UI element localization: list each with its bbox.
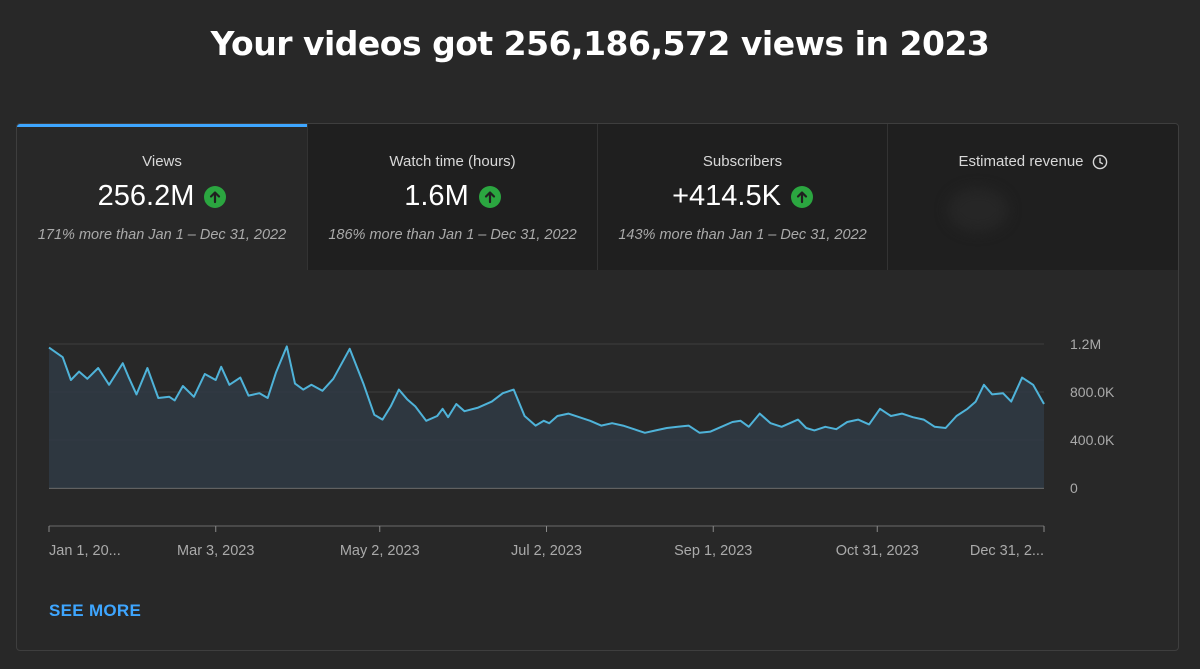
series-line: [48, 345, 1045, 434]
see-more-link[interactable]: SEE MORE: [49, 601, 142, 620]
metric-tabs: Views 256.2M 171% more than Jan 1 – Dec …: [17, 124, 1178, 270]
x-tick-label: Oct 31, 2023: [836, 543, 919, 559]
series-area: [49, 346, 1044, 488]
y-tick-label: 800.0K: [1070, 384, 1115, 400]
tab-value-row: 256.2M: [17, 180, 307, 213]
views-chart: 0 400.0K 800.0K 1.2M Jan 1, 20... Mar 3, 2023…: [48, 336, 1115, 559]
tab-value-row: 1.6M: [308, 180, 597, 213]
tab-label-row: Estimated revenue: [888, 153, 1178, 170]
loading-placeholder: [948, 188, 1008, 232]
x-tick-label: May 2, 2023: [340, 543, 420, 559]
arrow-up-icon: [790, 185, 813, 208]
tab-value-row: +414.5K: [598, 180, 887, 213]
tab-value: +414.5K: [672, 180, 781, 212]
page-headline: Your videos got 256,186,572 views in 202…: [210, 24, 990, 63]
tab-label: Estimated revenue: [958, 153, 1084, 170]
x-tick-label: Mar 3, 2023: [177, 543, 254, 559]
tab-value: 256.2M: [97, 180, 195, 212]
y-tick-label: 0: [1070, 480, 1078, 496]
tab-subscribers[interactable]: Subscribers +414.5K 143% more than Jan 1…: [597, 124, 887, 270]
tab-comparison: 186% more than Jan 1 – Dec 31, 2022: [328, 227, 577, 243]
tab-comparison: 171% more than Jan 1 – Dec 31, 2022: [37, 227, 287, 243]
x-tick-label: Jan 1, 20...: [49, 543, 121, 559]
arrow-up-icon: [478, 185, 501, 208]
tab-label: Subscribers: [702, 153, 783, 170]
tab-label: Views: [142, 153, 182, 170]
x-tick-label: Dec 31, 2...: [970, 543, 1044, 559]
tab-watch-time[interactable]: Watch time (hours) 1.6M 186% more than J…: [307, 124, 597, 270]
tab-comparison: 143% more than Jan 1 – Dec 31, 2022: [618, 227, 867, 243]
tab-views[interactable]: Views 256.2M 171% more than Jan 1 – Dec …: [17, 124, 307, 270]
tab-label: Watch time (hours): [389, 153, 516, 170]
tab-value: 1.6M: [404, 180, 469, 212]
tab-estimated-revenue[interactable]: Estimated revenue: [887, 124, 1178, 270]
x-tick-label: Jul 2, 2023: [511, 543, 582, 559]
y-tick-label: 400.0K: [1070, 432, 1115, 448]
clock-icon: [1092, 154, 1108, 170]
arrow-up-icon: [204, 185, 227, 208]
y-tick-label: 1.2M: [1070, 336, 1101, 352]
x-tick-label: Sep 1, 2023: [674, 543, 752, 559]
analytics-card: Views 256.2M 171% more than Jan 1 – Dec …: [16, 123, 1179, 651]
